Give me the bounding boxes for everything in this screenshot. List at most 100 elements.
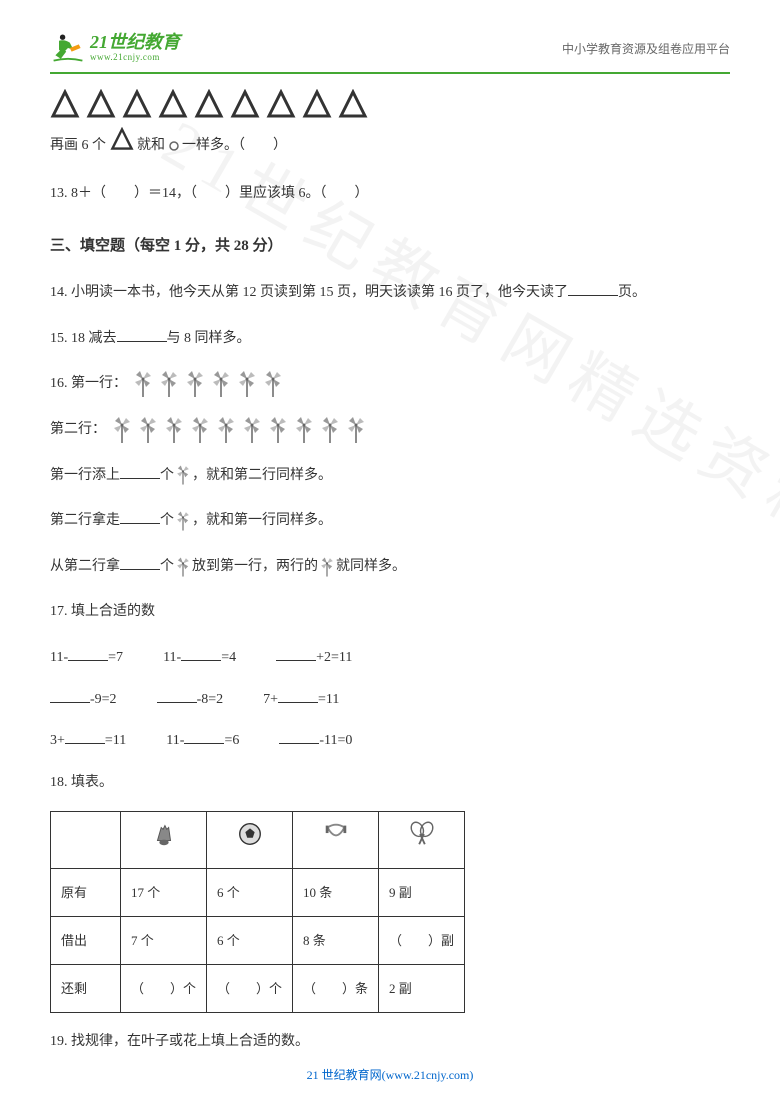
q16-row2: 第二行： (50, 413, 730, 447)
equation: 3+=11 (50, 724, 126, 758)
text: 放到第一行，两行的 (192, 559, 318, 574)
q17-row2: -9=2 -8=2 7+=11 (50, 683, 730, 717)
circle-icon (169, 141, 179, 151)
blank (279, 728, 319, 744)
q17-title: 17. 填上合适的数 (50, 595, 730, 629)
q16-line2: 第二行拿走 个 ，就和第一行同样多。 (50, 504, 730, 538)
blank (120, 554, 160, 570)
table-cell: 17 个 (121, 868, 207, 916)
table-row: 借出 7 个 6 个 8 条 （ ）副 (51, 916, 465, 964)
pinwheel-row-2 (110, 415, 368, 445)
q18-table: 原有 17 个 6 个 10 条 9 副 借出 7 个 6 个 8 条 （ ）副… (50, 811, 465, 1013)
equation: -9=2 (50, 683, 117, 717)
equation: 7+=11 (263, 683, 339, 717)
equation: 11-=4 (163, 641, 236, 675)
pinwheel-icon (318, 415, 342, 445)
q14-b: 页。 (618, 285, 646, 300)
table-row: 原有 17 个 6 个 10 条 9 副 (51, 868, 465, 916)
pinwheel-icon (110, 415, 134, 445)
triangle-icon (122, 89, 152, 119)
q12-text: 再画 6 个 就和 一样多。（ ） (50, 127, 730, 165)
table-cell: 2 副 (379, 964, 465, 1012)
text: 个 (160, 559, 174, 574)
table-cell: 6 个 (207, 916, 293, 964)
text: 个 (160, 513, 174, 528)
table-cell: （ ）个 (121, 964, 207, 1012)
soccer-ball-icon (207, 812, 293, 868)
triangle-icon (50, 89, 80, 119)
triangle-icon (302, 89, 332, 119)
pinwheel-icon (162, 415, 186, 445)
logo-text: 21世纪教育 www.21cnjy.com (90, 33, 180, 63)
q15-b: 与 8 同样多。 (167, 331, 251, 346)
pinwheel-icon (174, 556, 192, 578)
table-cell: 9 副 (379, 868, 465, 916)
text: 第二行拿走 (50, 513, 120, 528)
blank (276, 645, 316, 661)
q13-text: 13. 8＋（ ）＝14，（ ）里应该填 6。（ ） (50, 177, 730, 211)
q14-a: 14. 小明读一本书，他今天从第 12 页读到第 15 页，明天该读第 16 页… (50, 285, 568, 300)
logo: 21世纪教育 www.21cnjy.com (50, 30, 180, 66)
q16-label1: 16. 第一行： (50, 376, 127, 391)
table-cell: （ ）副 (379, 916, 465, 964)
q17-row1: 11-=7 11-=4 +2=11 (50, 641, 730, 675)
equation: 11-=6 (166, 724, 239, 758)
pinwheel-icon (174, 464, 192, 486)
triangle-icon (110, 127, 134, 165)
logo-title: 21世纪教育 (90, 33, 180, 53)
triangle-icon (194, 89, 224, 119)
text: ，就和第一行同样多。 (192, 513, 332, 528)
equation: 11-=7 (50, 641, 123, 675)
text: 第一行添上 (50, 468, 120, 483)
blank (120, 508, 160, 524)
q12-after: 就和 (137, 138, 165, 153)
row-label: 还剩 (51, 964, 121, 1012)
blank (568, 280, 618, 296)
blank (50, 687, 90, 703)
triangle-icon (158, 89, 188, 119)
logo-url: www.21cnjy.com (90, 53, 180, 63)
text: 从第二行拿 (50, 559, 120, 574)
q16-line1: 第一行添上个，就和第二行同样多。 (50, 459, 730, 493)
blank (120, 463, 160, 479)
pinwheel-row-1 (131, 369, 285, 399)
pinwheel-icon (261, 369, 285, 399)
equation: +2=11 (276, 641, 352, 675)
page-header: 21世纪教育 www.21cnjy.com 中小学教育资源及组卷应用平台 (50, 30, 730, 74)
pinwheel-icon (136, 415, 160, 445)
text: 个 (160, 468, 174, 483)
row-label: 原有 (51, 868, 121, 916)
pinwheel-icon (240, 415, 264, 445)
q12-triangle-row (50, 89, 730, 119)
logo-icon (50, 30, 86, 66)
pinwheel-icon (266, 415, 290, 445)
table-cell: （ ）个 (207, 964, 293, 1012)
q16-line3: 从第二行拿个放到第一行，两行的就同样多。 (50, 550, 730, 584)
blank (184, 728, 224, 744)
page-footer: 21 世纪教育网(www.21cnjy.com) (0, 1066, 780, 1083)
equation: -11=0 (279, 724, 352, 758)
q14: 14. 小明读一本书，他今天从第 12 页读到第 15 页，明天该读第 16 页… (50, 276, 730, 310)
table-cell: （ ）条 (293, 964, 379, 1012)
pinwheel-icon (235, 369, 259, 399)
table-cell: 10 条 (293, 868, 379, 916)
q18-title: 18. 填表。 (50, 766, 730, 800)
table-cell (51, 812, 121, 868)
triangle-icon (266, 89, 296, 119)
table-header-row (51, 812, 465, 868)
q15: 15. 18 减去与 8 同样多。 (50, 322, 730, 356)
blank (157, 687, 197, 703)
triangle-icon (230, 89, 260, 119)
header-subtitle: 中小学教育资源及组卷应用平台 (562, 40, 730, 57)
pinwheel-icon (157, 369, 181, 399)
q16-label2: 第二行： (50, 422, 106, 437)
pinwheel-icon (292, 415, 316, 445)
equation: -8=2 (157, 683, 224, 717)
row-label: 借出 (51, 916, 121, 964)
pinwheel-icon (174, 510, 192, 532)
q19-text: 19. 找规律，在叶子或花上填上合适的数。 (50, 1025, 730, 1059)
triangle-icon (86, 89, 116, 119)
pinwheel-icon (344, 415, 368, 445)
table-cell: 7 个 (121, 916, 207, 964)
triangle-icon (338, 89, 368, 119)
